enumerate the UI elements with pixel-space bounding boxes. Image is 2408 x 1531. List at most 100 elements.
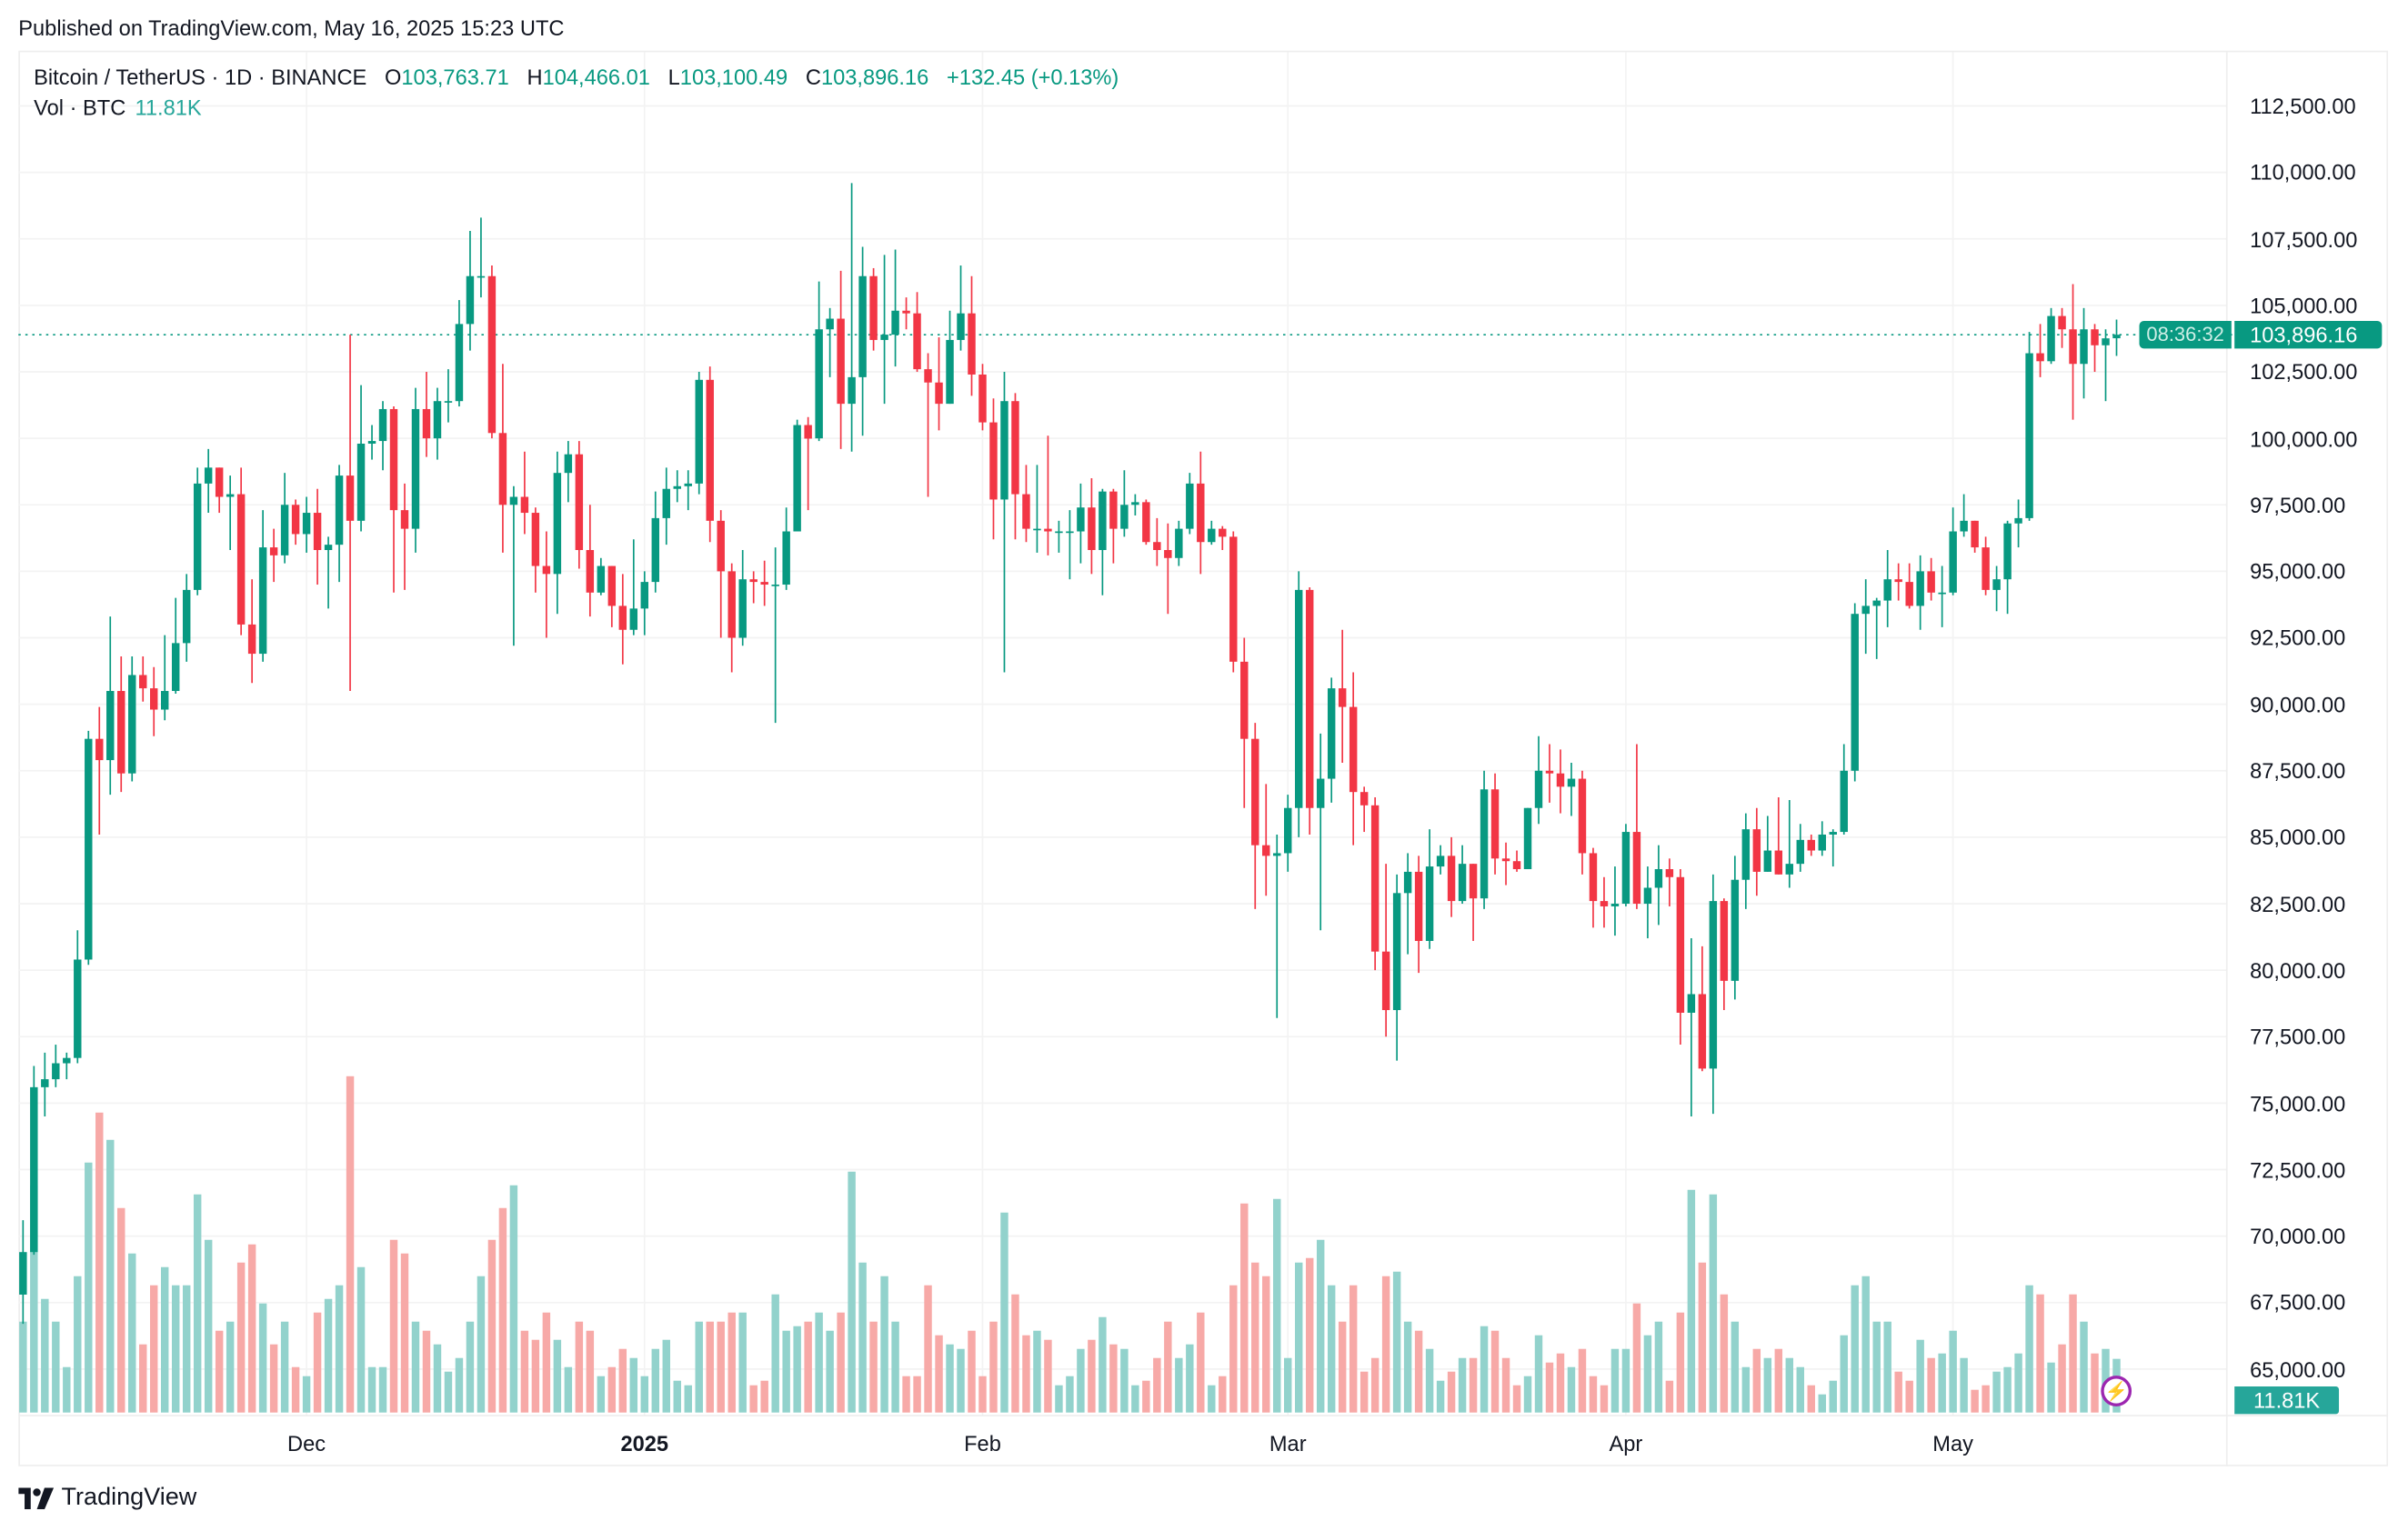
volume-bar	[1240, 1203, 1249, 1413]
candle-down	[2036, 353, 2044, 362]
candle-down	[1774, 850, 1783, 875]
candle-up	[1284, 807, 1292, 854]
volume-bar	[717, 1321, 725, 1413]
volume-bar	[1360, 1371, 1369, 1413]
volume-bar	[1861, 1276, 1870, 1413]
candle-down	[542, 565, 551, 575]
volume-bar	[1349, 1285, 1358, 1413]
candle-up	[1403, 871, 1412, 894]
volume-bar	[1960, 1357, 1968, 1413]
candle-up	[30, 1086, 38, 1253]
candle-down	[1720, 901, 1729, 981]
candle-down	[291, 505, 300, 535]
tradingview-logo-icon	[18, 1487, 55, 1510]
candle-down	[837, 318, 845, 405]
candle-down	[1109, 491, 1118, 529]
candle-up	[651, 517, 660, 583]
candle-up	[848, 376, 856, 405]
volume-bar	[1490, 1330, 1500, 1413]
volume-bar	[1632, 1303, 1641, 1413]
candle-up	[52, 1063, 60, 1080]
candle-down	[1164, 550, 1172, 558]
volume-bar	[1011, 1294, 1019, 1413]
candle-up	[171, 643, 180, 692]
volume-bar	[389, 1239, 398, 1413]
volume-bar	[2036, 1294, 2044, 1413]
candle-down	[760, 582, 768, 585]
volume-bar	[1621, 1348, 1630, 1413]
volume-bar	[553, 1339, 562, 1413]
tradingview-logo[interactable]: TradingView	[18, 1485, 196, 1512]
candle-up	[1120, 505, 1129, 529]
candle-down	[978, 374, 987, 423]
volume-bar	[858, 1262, 867, 1413]
volume-bar	[313, 1312, 322, 1413]
symbol-label[interactable]: Bitcoin / TetherUS · 1D · BINANCE	[34, 64, 367, 89]
candle-down	[1632, 832, 1641, 905]
candle-up	[1327, 688, 1336, 779]
candle-down	[989, 422, 998, 500]
volume-bar	[1589, 1376, 1598, 1413]
volume-bar	[2014, 1353, 2022, 1413]
volume-bar	[673, 1380, 681, 1413]
volume-bar	[1120, 1348, 1129, 1413]
candle-up	[258, 547, 267, 655]
volume-bar	[1153, 1357, 1161, 1413]
candle-down	[1905, 582, 1913, 606]
volume-bar	[247, 1244, 256, 1413]
volume-bar	[1643, 1335, 1652, 1413]
candle-down	[1011, 401, 1019, 495]
price-tick-label: 77,500.00	[2250, 1024, 2346, 1049]
volume-bar	[1501, 1357, 1510, 1413]
candle-down	[804, 425, 812, 439]
time-tick-label: Mar	[1269, 1430, 1307, 1456]
volume-bar	[1818, 1394, 1826, 1413]
volume-bar	[837, 1312, 845, 1413]
volume-bar	[1186, 1344, 1194, 1413]
candle-up	[1077, 507, 1085, 532]
volume-bar	[607, 1366, 617, 1413]
volume-bar	[466, 1321, 475, 1413]
candle-up	[1938, 592, 1946, 595]
volume-bar	[41, 1298, 49, 1413]
volume-bar	[1851, 1285, 1859, 1413]
candle-up	[356, 444, 366, 521]
candle-up	[378, 408, 387, 442]
price-tick-label: 72,500.00	[2250, 1157, 2346, 1183]
price-tick-label: 102,500.00	[2250, 359, 2358, 385]
volume-bar	[924, 1285, 932, 1413]
volume-bar	[1088, 1339, 1096, 1413]
candle-down	[422, 408, 431, 439]
price-tick-label: 97,500.00	[2250, 492, 2346, 517]
candle-up	[1621, 832, 1630, 905]
volume-bar	[749, 1385, 758, 1413]
volume-bar	[1294, 1262, 1303, 1413]
volume-bar	[291, 1366, 300, 1413]
candle-up	[1131, 502, 1139, 505]
change-value: +132.45 (+0.13%)	[947, 64, 1119, 89]
volume-bar	[1654, 1321, 1663, 1413]
volume-bar	[1949, 1330, 1957, 1413]
volume-bar	[1992, 1371, 2001, 1413]
candle-up	[1851, 614, 1859, 771]
volume-bar	[727, 1312, 736, 1413]
candle-up	[1818, 834, 1826, 851]
volume-bar	[1425, 1348, 1434, 1413]
volume-bar	[564, 1366, 573, 1413]
candle-down	[2058, 315, 2066, 330]
volume-bar	[1305, 1257, 1314, 1413]
volume-label[interactable]: Vol · BTC	[34, 95, 126, 120]
price-tick-label: 107,500.00	[2250, 226, 2358, 252]
candle-up	[1643, 887, 1652, 905]
volume-bar	[1916, 1339, 1924, 1413]
volume-bar	[280, 1321, 289, 1413]
lightning-alert-icon[interactable]: ⚡	[2101, 1376, 2132, 1406]
low-value: 103,100.49	[679, 64, 788, 89]
volume-bar	[335, 1285, 344, 1413]
volume-bar	[1131, 1385, 1139, 1413]
volume-bar	[1698, 1262, 1707, 1413]
volume-bar	[1687, 1189, 1696, 1413]
candle-down	[346, 475, 355, 521]
volume-bar	[30, 1185, 38, 1413]
